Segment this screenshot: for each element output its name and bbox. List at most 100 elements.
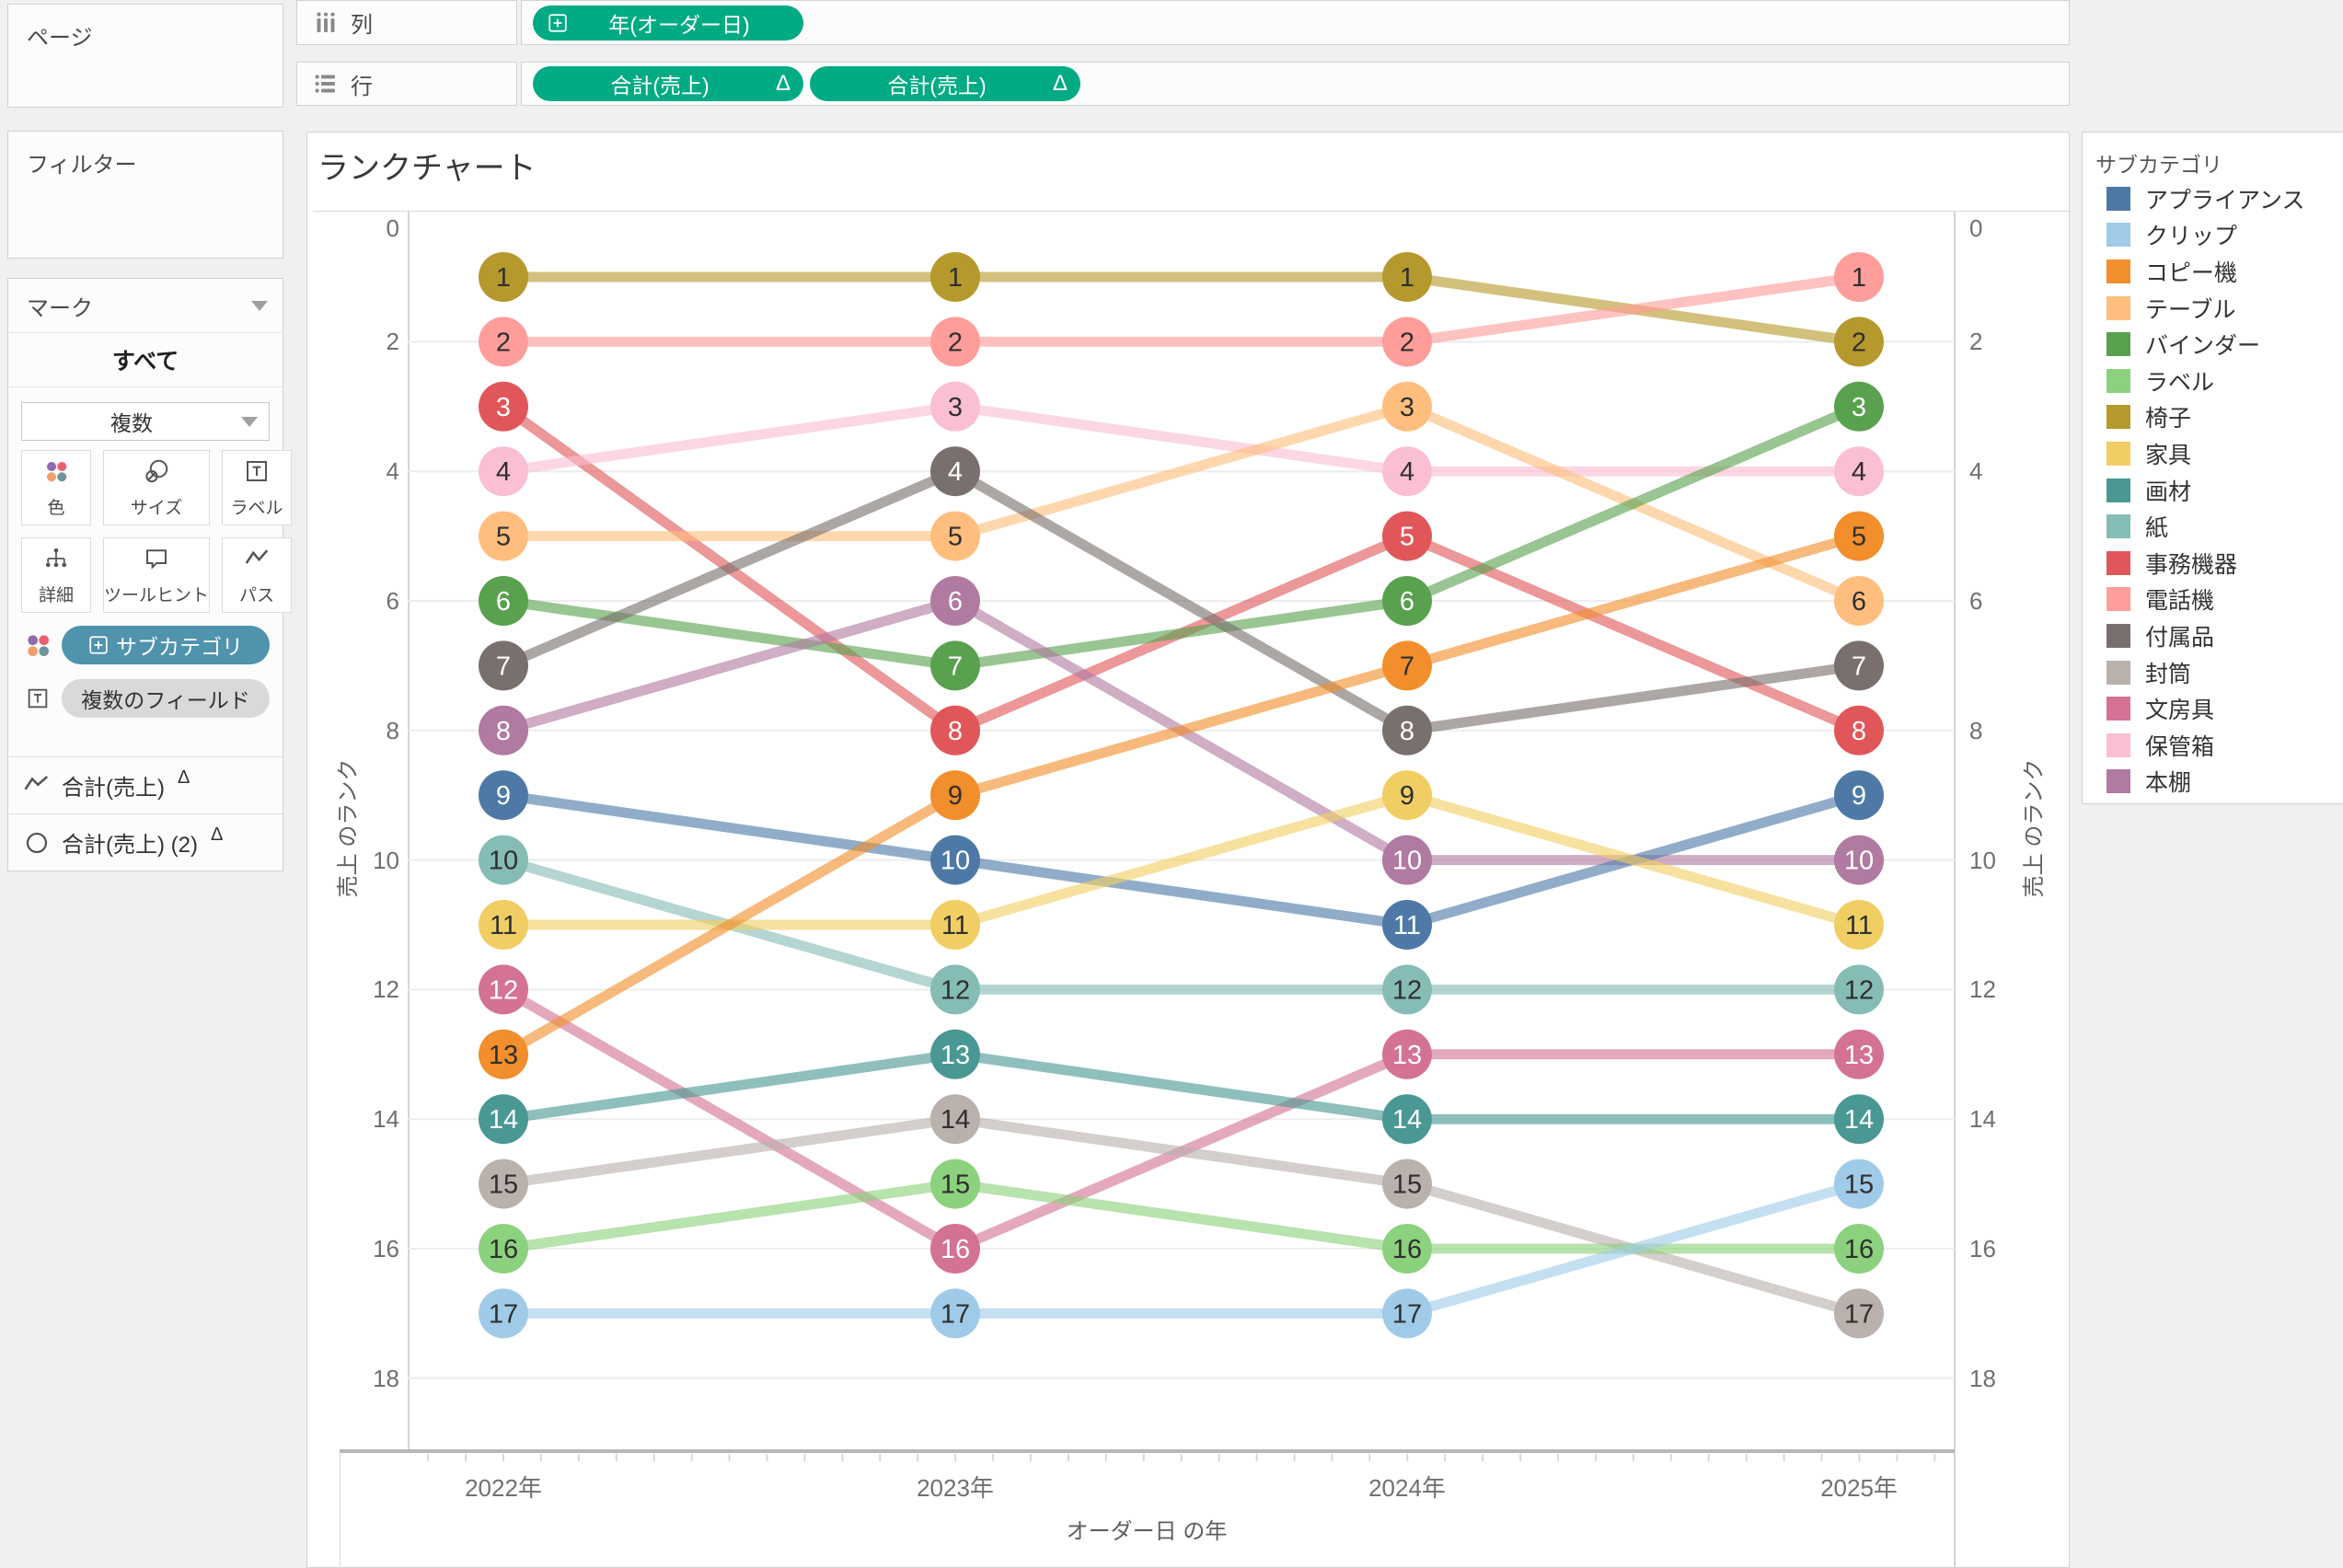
mark-circle-封筒-2022[interactable]: [479, 1159, 528, 1209]
legend-item-椅子[interactable]: 椅子: [2083, 399, 2343, 436]
legend-item-画材[interactable]: 画材: [2083, 472, 2343, 509]
legend-item-テーブル[interactable]: テーブル: [2083, 290, 2343, 327]
mark-line-付属品[interactable]: [501, 466, 1860, 736]
legend-item-本棚[interactable]: 本棚: [2083, 764, 2343, 801]
mark-circle-コピー機-2024[interactable]: [1382, 640, 1432, 691]
mark-card-line[interactable]: 合計(売上) Δ: [8, 756, 283, 813]
mark-circle-椅子-2025[interactable]: [1834, 317, 1884, 367]
mark-line-保管箱[interactable]: [502, 401, 1859, 477]
mark-circle-電話機-2025[interactable]: [1834, 252, 1884, 302]
mark-circle-コピー機-2022[interactable]: [479, 1029, 528, 1079]
mark-circle-アプライアンス-2025[interactable]: [1834, 770, 1884, 821]
mark-circle-文房具-2024[interactable]: [1382, 1029, 1432, 1079]
mark-circle-クリップ-2024[interactable]: [1382, 1288, 1432, 1339]
legend-item-クリップ[interactable]: クリップ: [2083, 217, 2343, 254]
mark-circle-クリップ-2025[interactable]: [1834, 1159, 1884, 1209]
mark-circle-保管箱-2024[interactable]: [1382, 446, 1432, 497]
mark-circle-家具-2022[interactable]: [479, 900, 528, 950]
mark-circle-本棚-2025[interactable]: [1834, 835, 1884, 885]
legend-item-コピー機[interactable]: コピー機: [2083, 253, 2343, 290]
mark-line-コピー機[interactable]: [501, 531, 1861, 1059]
mark-circle-電話機-2023[interactable]: [930, 317, 980, 367]
mark-circle-封筒-2025[interactable]: [1834, 1288, 1884, 1339]
mark-circle-テーブル-2022[interactable]: [479, 511, 528, 561]
mark-line-クリップ[interactable]: [503, 1179, 1861, 1319]
mark-circle-テーブル-2025[interactable]: [1834, 576, 1884, 626]
mark-line-画材[interactable]: [502, 1049, 1859, 1124]
mark-type-dropdown[interactable]: 複数: [21, 402, 270, 441]
sum-sales-pill-1[interactable]: 合計(売上) Δ: [533, 66, 803, 101]
legend-item-事務機器[interactable]: 事務機器: [2083, 545, 2343, 582]
mark-circle-本棚-2023[interactable]: [930, 576, 980, 626]
mark-circle-文房具-2025[interactable]: [1834, 1029, 1884, 1079]
mark-circle-紙-2025[interactable]: [1834, 964, 1884, 1015]
mark-circle-ラベル-2022[interactable]: [479, 1224, 528, 1274]
mark-circle-付属品-2023[interactable]: [930, 446, 980, 497]
mark-circle-文房具-2023[interactable]: [930, 1224, 980, 1274]
mark-circle-紙-2023[interactable]: [930, 964, 980, 1015]
mark-circle-電話機-2024[interactable]: [1382, 317, 1432, 367]
marks-color-button[interactable]: 色: [21, 450, 91, 525]
multiple-fields-pill[interactable]: 複数のフィールド: [62, 679, 270, 718]
mark-line-電話機[interactable]: [503, 271, 1860, 347]
marks-size-button[interactable]: サイズ: [103, 450, 211, 525]
chevron-down-icon[interactable]: [251, 300, 268, 311]
mark-circle-クリップ-2023[interactable]: [930, 1288, 980, 1339]
mark-circle-家具-2024[interactable]: [1382, 770, 1432, 821]
mark-circle-椅子-2023[interactable]: [930, 252, 980, 302]
mark-circle-テーブル-2023[interactable]: [930, 511, 980, 561]
mark-circle-事務機器-2025[interactable]: [1834, 705, 1884, 755]
legend-item-文房具[interactable]: 文房具: [2083, 690, 2343, 727]
mark-circle-椅子-2024[interactable]: [1382, 252, 1432, 302]
sum-sales-pill-2[interactable]: 合計(売上) Δ: [810, 66, 1080, 101]
mark-circle-文房具-2022[interactable]: [479, 964, 528, 1015]
mark-circle-保管箱-2025[interactable]: [1834, 446, 1884, 497]
marks-tab-all[interactable]: すべて: [8, 332, 283, 387]
mark-circle-付属品-2022[interactable]: [479, 640, 528, 691]
mark-circle-アプライアンス-2022[interactable]: [479, 770, 528, 821]
marks-detail-button[interactable]: 詳細: [21, 537, 91, 613]
legend-item-ラベル[interactable]: ラベル: [2083, 363, 2343, 399]
mark-circle-本棚-2022[interactable]: [479, 705, 528, 755]
mark-circle-電話機-2022[interactable]: [479, 317, 528, 367]
mark-circle-アプライアンス-2024[interactable]: [1382, 900, 1432, 950]
mark-circle-保管箱-2022[interactable]: [479, 446, 528, 497]
marks-label-button[interactable]: ラベル: [222, 450, 293, 525]
mark-card-circle[interactable]: 合計(売上) (2) Δ: [8, 813, 283, 870]
legend-item-アプライアンス[interactable]: アプライアンス: [2083, 180, 2343, 217]
mark-circle-バインダー-2023[interactable]: [930, 640, 980, 691]
legend-item-封筒[interactable]: 封筒: [2083, 654, 2343, 691]
mark-circle-テーブル-2024[interactable]: [1382, 381, 1432, 432]
mark-circle-保管箱-2023[interactable]: [930, 381, 980, 432]
mark-circle-画材-2024[interactable]: [1382, 1094, 1432, 1145]
legend-item-保管箱[interactable]: 保管箱: [2083, 727, 2343, 764]
mark-circle-本棚-2024[interactable]: [1382, 835, 1432, 885]
subcategory-color-pill[interactable]: サブカテゴリ: [62, 626, 270, 664]
mark-circle-画材-2025[interactable]: [1834, 1094, 1884, 1145]
mark-circle-家具-2025[interactable]: [1834, 900, 1884, 950]
mark-circle-バインダー-2022[interactable]: [479, 576, 528, 626]
mark-circle-ラベル-2024[interactable]: [1382, 1224, 1432, 1274]
legend-item-電話機[interactable]: 電話機: [2083, 582, 2343, 618]
legend-item-家具[interactable]: 家具: [2083, 435, 2343, 472]
mark-circle-封筒-2023[interactable]: [930, 1094, 980, 1145]
mark-circle-画材-2023[interactable]: [930, 1029, 980, 1079]
mark-circle-事務機器-2024[interactable]: [1382, 511, 1432, 561]
legend-item-紙[interactable]: 紙: [2083, 508, 2343, 545]
marks-tooltip-button[interactable]: ツールヒント: [103, 537, 211, 613]
mark-circle-アプライアンス-2023[interactable]: [930, 835, 980, 885]
legend-item-付属品[interactable]: 付属品: [2083, 617, 2343, 654]
mark-circle-付属品-2024[interactable]: [1382, 705, 1432, 755]
mark-circle-家具-2023[interactable]: [930, 900, 980, 950]
mark-circle-コピー機-2025[interactable]: [1834, 511, 1884, 561]
mark-circle-付属品-2025[interactable]: [1834, 640, 1884, 691]
mark-circle-紙-2024[interactable]: [1382, 964, 1432, 1015]
mark-line-事務機器[interactable]: [500, 402, 1862, 736]
mark-circle-クリップ-2022[interactable]: [479, 1288, 528, 1339]
mark-circle-事務機器-2022[interactable]: [479, 381, 528, 432]
marks-path-button[interactable]: パス: [222, 537, 293, 613]
mark-circle-コピー機-2023[interactable]: [930, 770, 980, 821]
mark-circle-バインダー-2025[interactable]: [1834, 381, 1884, 432]
mark-line-バインダー[interactable]: [502, 401, 1862, 671]
mark-circle-事務機器-2023[interactable]: [930, 705, 980, 755]
